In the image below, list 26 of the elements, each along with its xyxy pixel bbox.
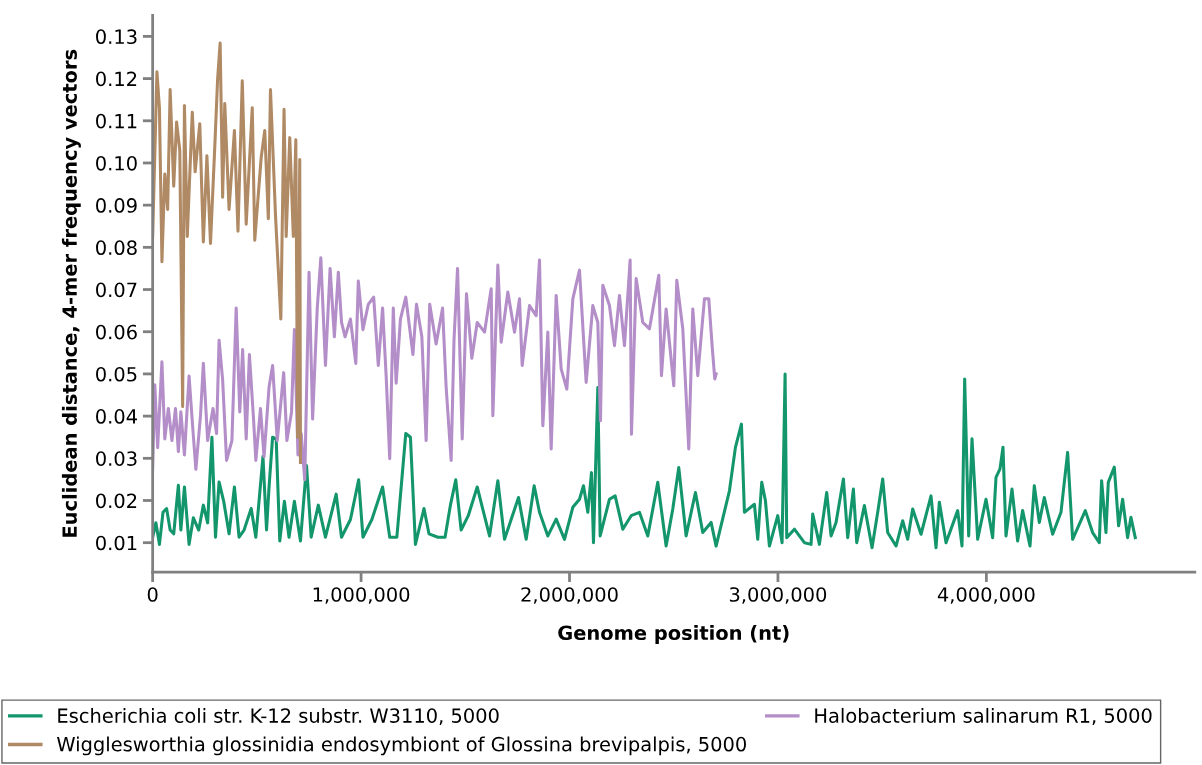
legend-label: Wigglesworthia glossinidia endosymbiont of Glossina brevipalpis, 5000 bbox=[57, 736, 746, 756]
y-tick-label: 0.03 bbox=[96, 451, 137, 466]
y-tick-label: 0.01 bbox=[96, 535, 137, 551]
legend-label: Escherichia coli str. K-12 substr. W3110, 5000 bbox=[58, 707, 499, 725]
x-tick-label: 4,000,000 bbox=[937, 587, 1035, 604]
y-tick-label: 0.12 bbox=[96, 71, 137, 87]
y-tick-label: 0.04 bbox=[96, 409, 137, 424]
y-tick-label: 0.06 bbox=[96, 324, 137, 340]
y-axis-title: Euclidean distance, 4-mer frequency vectors bbox=[61, 49, 81, 537]
legend-label: Halobacterium salinarum R1, 5000 bbox=[815, 707, 1152, 725]
y-tick-label: 0.05 bbox=[96, 366, 137, 382]
y-tick-label: 0.07 bbox=[96, 282, 137, 298]
x-tick-label: 3,000,000 bbox=[729, 587, 827, 604]
y-tick-label: 0.10 bbox=[96, 155, 137, 171]
line-series bbox=[152, 41, 302, 465]
line-series bbox=[152, 372, 1137, 550]
x-axis-title: Genome position (nt) bbox=[558, 625, 789, 644]
y-tick-label: 0.13 bbox=[96, 29, 137, 45]
y-tick-label: 0.11 bbox=[96, 113, 137, 129]
x-tick-label: 2,000,000 bbox=[521, 587, 618, 604]
line-series bbox=[152, 256, 718, 482]
y-tick-label: 0.08 bbox=[96, 240, 137, 256]
y-tick-label: 0.02 bbox=[96, 493, 137, 509]
y-tick-label: 0.09 bbox=[96, 198, 137, 213]
x-tick-label: 1,000,000 bbox=[313, 587, 410, 604]
x-tick-label: 0 bbox=[147, 587, 158, 602]
